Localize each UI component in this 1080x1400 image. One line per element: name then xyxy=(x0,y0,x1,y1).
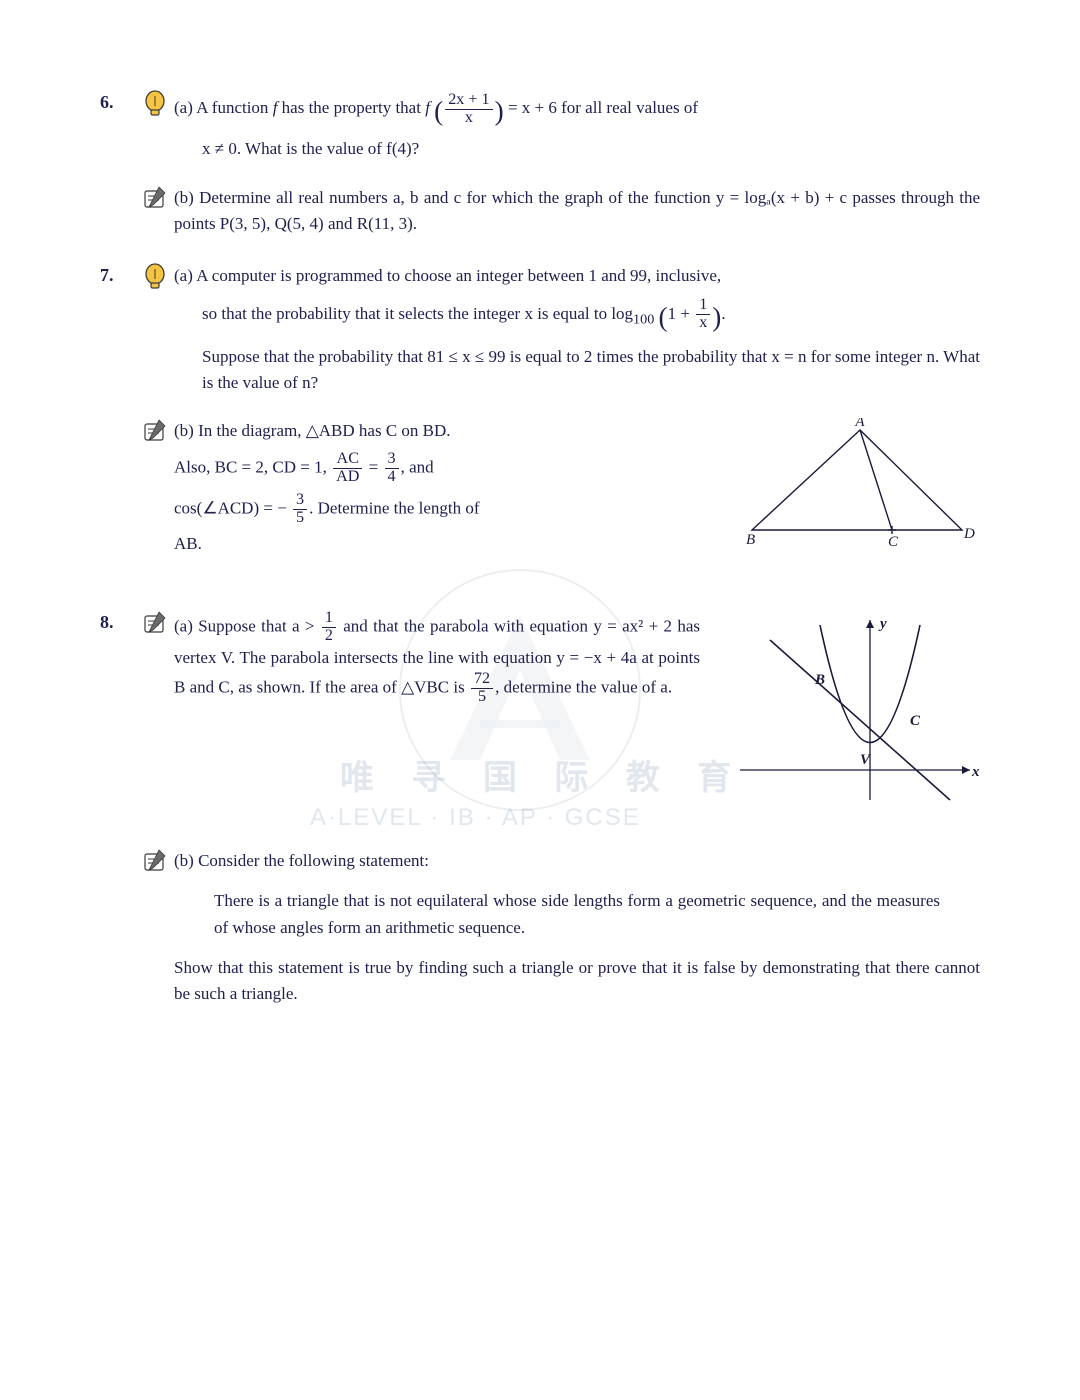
svg-text:y: y xyxy=(878,616,887,632)
problem-6b-text: (b) Determine all real numbers a, b and … xyxy=(174,185,980,238)
problem-7a-text: (a) A computer is programmed to choose a… xyxy=(174,263,980,396)
svg-text:C: C xyxy=(910,713,921,729)
problem-8b-text: (b) Consider the following statement: Th… xyxy=(174,848,980,1008)
problem-7: 7. (a) A computer is programmed to choos… xyxy=(100,263,980,396)
problem-8b: (b) Consider the following statement: Th… xyxy=(100,848,980,1008)
problem-6b: (b) Determine all real numbers a, b and … xyxy=(100,185,980,238)
part-label: (a) xyxy=(174,266,193,285)
lightbulb-icon xyxy=(142,263,168,293)
svg-text:D: D xyxy=(963,526,975,542)
problem-7b-text: (b) In the diagram, △ABD has C on BD. Al… xyxy=(174,418,720,561)
problem-7b: (b) In the diagram, △ABD has C on BD. Al… xyxy=(100,418,980,561)
problem-number: 8. xyxy=(100,610,136,633)
problem-6a-text: (a) A function f has the property that f… xyxy=(174,90,980,163)
svg-text:B: B xyxy=(814,672,825,688)
triangle-diagram-7b: A B C D xyxy=(740,418,980,553)
problem-number: 7. xyxy=(100,263,136,286)
problem-8: 8. (a) Suppose that a > 12 and that the … xyxy=(100,610,980,818)
pencil-paper-icon xyxy=(141,185,169,211)
pencil-paper-icon xyxy=(141,610,169,636)
part-label: (a) xyxy=(174,98,193,117)
exam-page: 6. (a) A function f has the property tha… xyxy=(0,0,1080,1048)
problem-8a-text: (a) Suppose that a > 12 and that the par… xyxy=(174,610,700,818)
problem-number: 6. xyxy=(100,90,136,113)
pencil-paper-icon xyxy=(141,848,169,874)
pencil-paper-icon xyxy=(141,418,169,444)
part-label: (b) xyxy=(174,851,194,870)
part-label: (b) xyxy=(174,188,194,207)
svg-text:A: A xyxy=(854,418,865,430)
parabola-diagram-8a: y x B C V xyxy=(720,610,980,810)
part-label: (a) xyxy=(174,616,193,635)
svg-text:x: x xyxy=(971,764,980,780)
quoted-statement: There is a triangle that is not equilate… xyxy=(174,882,980,947)
svg-text:B: B xyxy=(746,532,755,548)
problem-6: 6. (a) A function f has the property tha… xyxy=(100,90,980,163)
lightbulb-icon xyxy=(142,90,168,120)
svg-text:C: C xyxy=(888,534,899,550)
part-label: (b) xyxy=(174,421,194,440)
